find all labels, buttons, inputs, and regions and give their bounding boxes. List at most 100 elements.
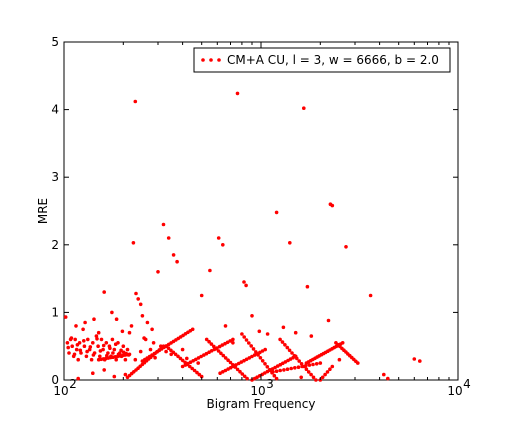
data-point — [263, 362, 267, 366]
data-point — [226, 358, 230, 363]
data-point — [91, 353, 96, 357]
data-point — [153, 355, 157, 360]
y-tick-label: 0 — [51, 373, 59, 387]
data-point — [133, 99, 138, 104]
data-point — [216, 349, 221, 353]
data-point — [242, 374, 247, 379]
data-point — [127, 330, 132, 335]
data-point — [145, 320, 150, 325]
data-point — [143, 337, 148, 342]
data-point — [148, 347, 153, 352]
data-point — [290, 351, 294, 355]
data-point — [272, 373, 277, 378]
data-point — [190, 327, 195, 332]
data-point — [254, 350, 258, 354]
data-point — [88, 345, 93, 349]
data-point — [228, 360, 233, 365]
data-point — [265, 365, 270, 369]
data-point — [223, 368, 228, 373]
data-point — [328, 367, 332, 372]
data-point — [87, 347, 92, 352]
data-point — [188, 360, 193, 365]
data-point — [216, 236, 221, 240]
data-point — [337, 357, 342, 362]
legend-marker — [209, 58, 213, 62]
data-point — [251, 347, 256, 351]
y-tick-label: 1 — [51, 305, 59, 319]
data-point — [199, 374, 204, 379]
y-tick-label: 3 — [51, 170, 59, 184]
data-point — [180, 347, 185, 352]
data-point — [235, 91, 240, 96]
data-point — [78, 348, 83, 353]
data-point — [166, 346, 171, 351]
data-point — [110, 310, 114, 315]
data-point — [382, 372, 386, 377]
data-point — [218, 371, 222, 376]
data-point — [136, 297, 140, 301]
data-point — [299, 375, 304, 380]
data-point — [102, 368, 106, 372]
data-point — [274, 210, 279, 215]
data-point — [242, 335, 246, 339]
data-point — [278, 337, 282, 342]
data-point — [140, 314, 145, 318]
data-point — [307, 363, 312, 367]
data-point — [121, 344, 126, 349]
data-point — [112, 374, 117, 379]
data-point — [309, 372, 313, 377]
data-point — [114, 317, 119, 322]
legend-label: CM+A CU, l = 3, w = 6666, b = 2.0 — [227, 53, 439, 67]
data-point — [257, 329, 262, 334]
data-point — [325, 370, 330, 374]
x-tick-exponent: 4 — [463, 377, 471, 391]
data-point — [180, 358, 185, 363]
legend-marker — [217, 58, 221, 62]
data-point — [318, 361, 323, 365]
data-point — [244, 283, 248, 288]
data-point — [66, 345, 70, 350]
data-point — [101, 343, 106, 348]
data-point — [285, 367, 290, 372]
data-point — [125, 347, 130, 352]
data-point — [119, 348, 123, 353]
data-point — [231, 341, 235, 345]
data-point — [194, 357, 198, 362]
data-point — [120, 329, 125, 334]
data-point — [188, 364, 192, 369]
data-point — [176, 354, 180, 359]
data-point — [280, 340, 285, 344]
data-point — [204, 337, 209, 342]
data-point — [223, 324, 228, 328]
data-point — [250, 314, 254, 318]
data-point — [86, 337, 90, 342]
data-point — [138, 302, 143, 307]
data-point — [102, 290, 106, 294]
data-point — [207, 339, 211, 344]
data-point — [106, 351, 110, 355]
data-point — [183, 363, 188, 367]
data-point — [240, 332, 244, 336]
data-point — [98, 354, 102, 359]
data-point — [250, 354, 254, 359]
data-point — [199, 354, 203, 359]
data-point — [217, 344, 222, 349]
data-point — [173, 352, 178, 357]
data-point — [418, 359, 422, 363]
data-point — [295, 356, 299, 361]
data-point — [75, 343, 80, 347]
data-point — [303, 364, 308, 368]
data-point — [235, 367, 240, 372]
data-point — [91, 341, 95, 345]
data-point — [192, 368, 197, 373]
data-point — [386, 376, 390, 381]
data-point — [306, 370, 311, 374]
data-point — [190, 366, 194, 371]
data-point — [247, 341, 251, 345]
data-point — [84, 354, 89, 359]
x-tick-label: 10 — [250, 384, 265, 398]
x-tick-exponent: 2 — [69, 377, 77, 391]
data-point — [214, 346, 218, 351]
data-point — [288, 241, 292, 245]
data-point — [185, 356, 189, 361]
